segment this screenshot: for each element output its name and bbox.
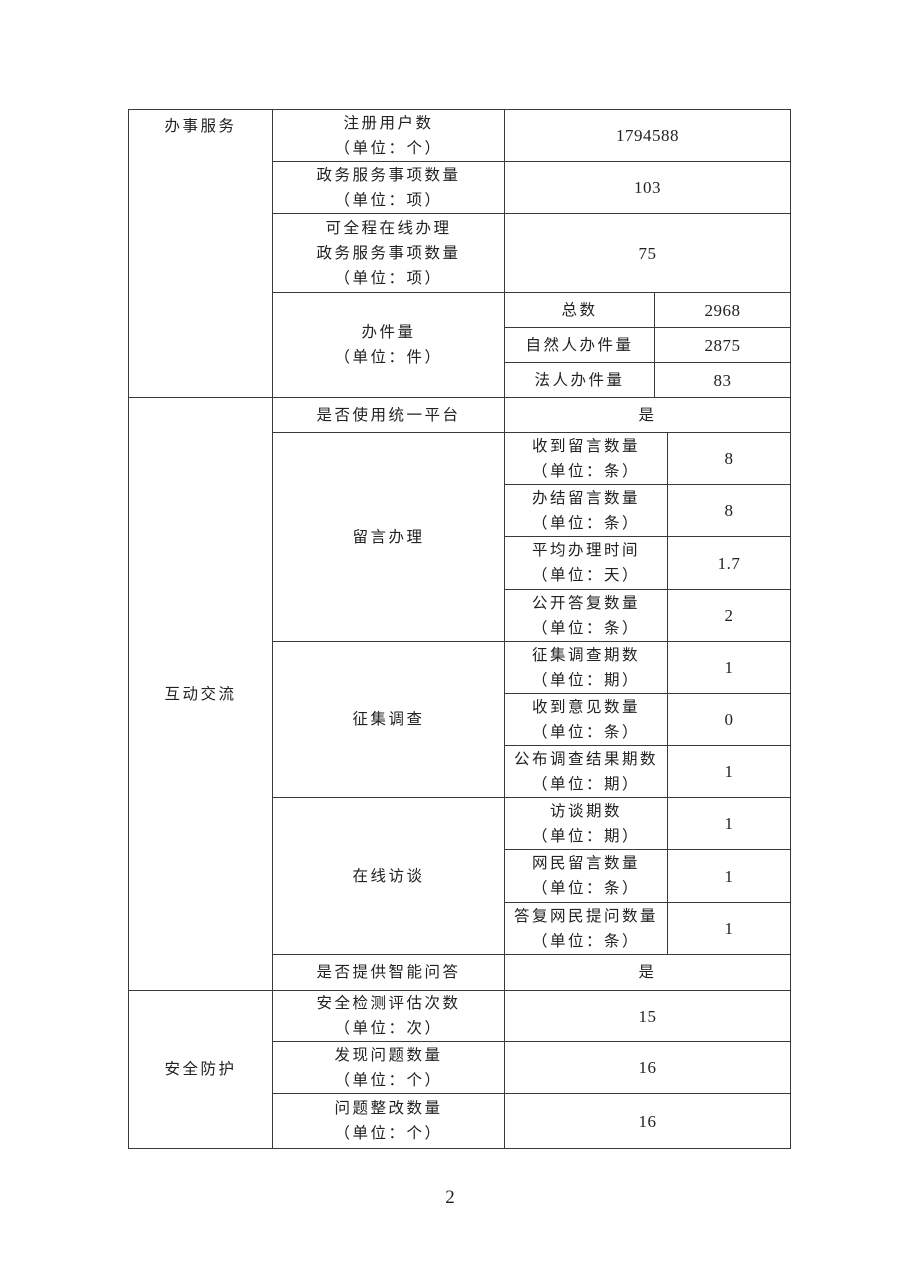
group-label: 征集调查 [272,641,505,798]
sub-row-value: 2968 [654,292,791,328]
sub-row-value: 1 [667,641,791,694]
row-value: 75 [504,213,791,293]
row-label: 发现问题数量 （单位：个） [272,1041,505,1094]
row-value: 16 [504,1041,791,1094]
sub-row-value: 1 [667,745,791,798]
row-label: 是否提供智能问答 [272,954,505,991]
sub-row-label: 收到留言数量 （单位：条） [504,432,668,485]
row-value: 是 [504,954,791,991]
sub-row-label: 自然人办件量 [504,327,655,363]
sub-row-label: 公开答复数量 （单位：条） [504,589,668,642]
group-label: 办件量 （单位：件） [272,292,505,398]
sub-row-label: 平均办理时间 （单位：天） [504,536,668,590]
sub-row-value: 1.7 [667,536,791,590]
sub-row-value: 83 [654,362,791,398]
sub-row-label: 访谈期数 （单位：期） [504,797,668,850]
row-label: 问题整改数量 （单位：个） [272,1093,505,1149]
row-value: 15 [504,990,791,1042]
group-label: 留言办理 [272,432,505,642]
section-label-service: 办事服务 [128,109,273,398]
sub-row-value: 0 [667,693,791,746]
row-label: 可全程在线办理 政务服务事项数量 （单位：项） [272,213,505,293]
row-label: 政务服务事项数量 （单位：项） [272,161,505,214]
sub-row-value: 8 [667,484,791,537]
sub-row-label: 总数 [504,292,655,328]
sub-row-value: 2 [667,589,791,642]
section-label-interaction: 互动交流 [128,397,273,991]
sub-row-label: 办结留言数量 （单位：条） [504,484,668,537]
sub-row-label: 答复网民提问数量 （单位：条） [504,902,668,955]
row-value: 1794588 [504,109,791,162]
sub-row-label: 网民留言数量 （单位：条） [504,849,668,903]
sub-row-value: 1 [667,797,791,850]
sub-row-value: 1 [667,902,791,955]
row-value: 是 [504,397,791,433]
section-label-security: 安全防护 [128,990,273,1149]
row-label: 是否使用统一平台 [272,397,505,433]
page-number: 2 [445,1187,455,1208]
sub-row-label: 征集调查期数 （单位：期） [504,641,668,694]
sub-row-label: 收到意见数量 （单位：条） [504,693,668,746]
row-label: 安全检测评估次数 （单位：次） [272,990,505,1042]
sub-row-label: 公布调查结果期数 （单位：期） [504,745,668,798]
row-value: 103 [504,161,791,214]
sub-row-value: 2875 [654,327,791,363]
sub-row-value: 1 [667,849,791,903]
sub-row-value: 8 [667,432,791,485]
sub-row-label: 法人办件量 [504,362,655,398]
row-label: 注册用户数 （单位：个） [272,109,505,162]
group-label: 在线访谈 [272,797,505,955]
row-value: 16 [504,1093,791,1149]
